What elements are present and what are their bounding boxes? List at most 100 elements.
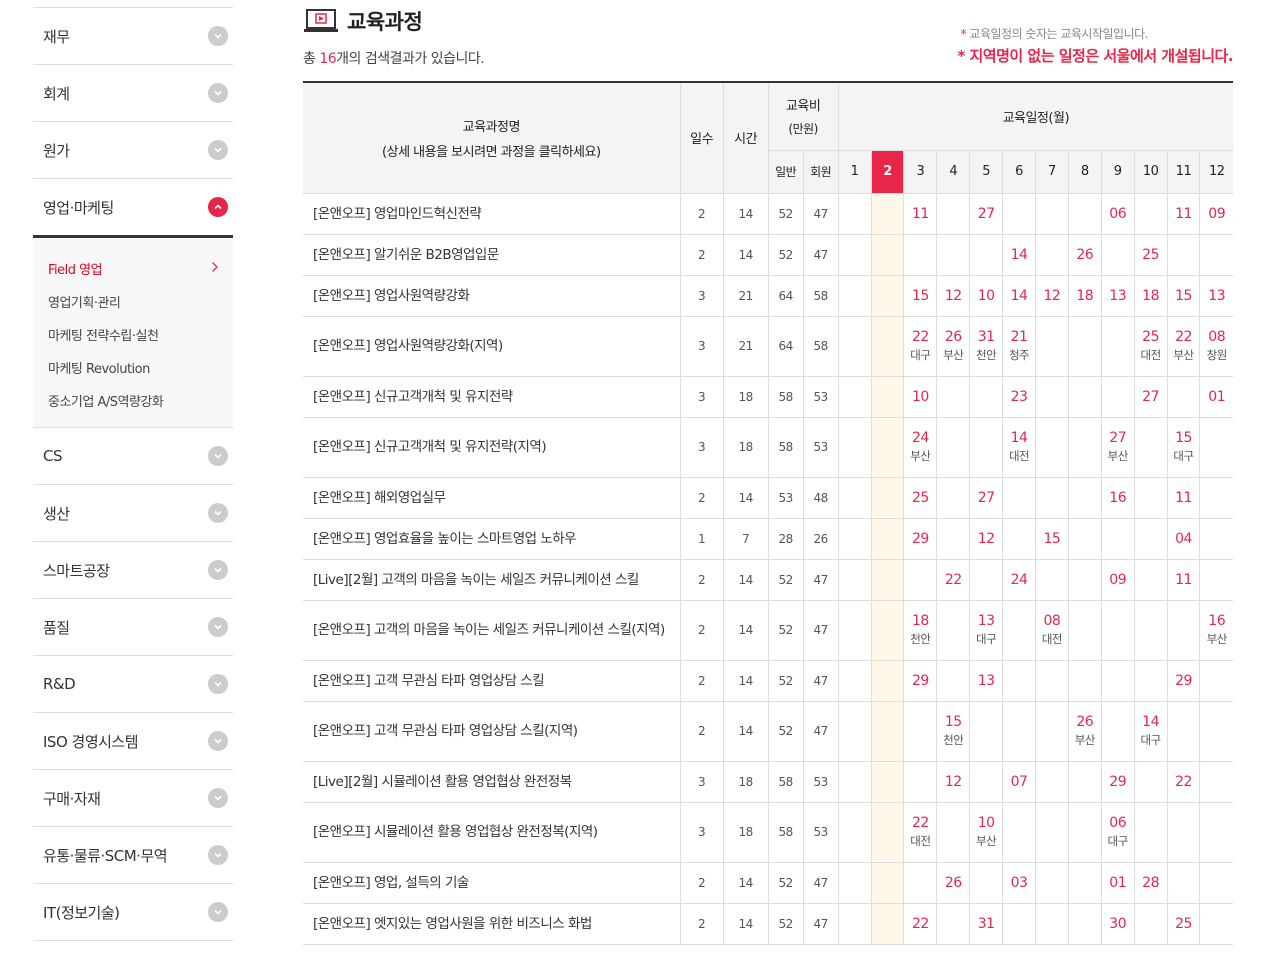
course-name-link[interactable]: [온앤오프] 고객의 마음을 녹이는 세일즈 커뮤니케이션 스킬(지역) <box>303 599 681 661</box>
schedule-cell <box>1133 902 1168 945</box>
schedule-cell <box>870 599 905 661</box>
schedule-day: 14 <box>1010 287 1028 304</box>
schedule-day: 25 <box>1142 246 1159 263</box>
cell-general: 53 <box>767 476 804 519</box>
sidebar-item[interactable]: 원가 <box>33 122 233 179</box>
schedule-cell <box>1002 517 1036 560</box>
sidebar-item[interactable]: 품질 <box>33 599 233 656</box>
schedule-cell <box>1067 517 1102 560</box>
course-name-link[interactable]: [온앤오프] 영업, 설득의 기술 <box>303 861 681 904</box>
cell-general: 52 <box>767 233 804 276</box>
schedule-cell: 04 <box>1166 517 1201 560</box>
submenu-item[interactable]: 영업기획·관리 <box>33 285 233 318</box>
chevron-down-icon[interactable] <box>208 845 228 865</box>
schedule-cell: 22 대전 <box>903 801 938 863</box>
schedule-day: 27 <box>1142 388 1159 405</box>
schedule-cell: 12 <box>936 274 971 317</box>
table-row: [온앤오프] 고객 무관심 타파 영업상담 스킬 2 14 52 47 29 13 29 <box>303 659 1233 702</box>
schedule-cell <box>1133 416 1168 478</box>
schedule-cell <box>1067 192 1102 235</box>
course-name-link[interactable]: [온앤오프] 영업사원역량강화(지역) <box>303 315 681 377</box>
schedule-cell: 22 <box>903 902 938 945</box>
schedule-cell <box>1034 233 1069 276</box>
result-count: 총 16개의 검색결과가 있습니다. <box>303 48 485 68</box>
sidebar-item[interactable]: 회계 <box>33 65 233 122</box>
schedule-day: 21 <box>1010 329 1028 345</box>
chevron-down-icon[interactable] <box>208 788 228 808</box>
submenu-item[interactable]: Field 영업 <box>33 252 233 285</box>
chevron-down-icon[interactable] <box>208 26 228 46</box>
sidebar-item[interactable]: 재무 <box>33 8 233 65</box>
course-name-link[interactable]: [온앤오프] 신규고객개척 및 유지전략 <box>303 375 681 418</box>
schedule-cell <box>903 861 938 904</box>
course-name-link[interactable]: [온앤오프] 해외영업실무 <box>303 476 681 519</box>
schedule-cell <box>1034 902 1069 945</box>
schedule-cell: 14 <box>1002 274 1036 317</box>
schedule-cell <box>870 315 905 377</box>
course-name-link[interactable]: [온앤오프] 시뮬레이션 활용 영업협상 완전정복(지역) <box>303 801 681 863</box>
course-name-link[interactable]: [온앤오프] 엣지있는 영업사원을 위한 비즈니스 화법 <box>303 902 681 945</box>
schedule-day: 18 <box>911 613 929 629</box>
cell-hours: 21 <box>722 274 769 317</box>
course-name-link[interactable]: [온앤오프] 고객 무관심 타파 영업상담 스킬(지역) <box>303 700 681 762</box>
sidebar-item[interactable]: CS <box>33 428 233 485</box>
schedule-day: 15 <box>944 714 962 730</box>
chevron-down-icon[interactable] <box>208 674 228 694</box>
sidebar-item[interactable]: 스마트공장 <box>33 542 233 599</box>
schedule-cell <box>1100 599 1135 661</box>
submenu-item[interactable]: 중소기업 A/S역량강화 <box>33 384 233 417</box>
count-number: 16 <box>319 51 337 67</box>
course-name-link[interactable]: [Live][2월] 고객의 마음을 녹이는 세일즈 커뮤니케이션 스킬 <box>303 558 681 601</box>
schedule-region: 대전 <box>1041 632 1063 646</box>
schedule-day: 22 <box>1175 329 1192 345</box>
schedule-cell <box>1034 375 1069 418</box>
schedule-day: 22 <box>911 815 929 831</box>
schedule-cell: 24 부산 <box>903 416 938 478</box>
schedule-cell <box>1133 760 1168 803</box>
schedule-day: 27 <box>977 489 995 506</box>
schedule-day: 14 <box>1142 714 1159 730</box>
schedule-cell <box>1002 902 1036 945</box>
chevron-down-icon[interactable] <box>208 446 228 466</box>
sidebar-item[interactable]: 영업·마케팅 <box>33 179 233 238</box>
sidebar-item[interactable]: R&D <box>33 656 233 713</box>
chevron-down-icon[interactable] <box>208 617 228 637</box>
chevron-down-icon[interactable] <box>208 902 228 922</box>
course-name-link[interactable]: [온앤오프] 영업효율을 높이는 스마트영업 노하우 <box>303 517 681 560</box>
course-name-link[interactable]: [온앤오프] 알기쉬운 B2B영업입문 <box>303 233 681 276</box>
course-table: 교육과정명 (상세 내용을 보시려면 과정을 클릭하세요) 일수 시간 교육비 (만… <box>303 81 1233 945</box>
sidebar-item[interactable]: ISO 경영시스템 <box>33 713 233 770</box>
course-name-link[interactable]: [온앤오프] 고객 무관심 타파 영업상담 스킬 <box>303 659 681 702</box>
schedule-region: 부산 <box>1107 449 1129 463</box>
schedule-cell <box>936 192 971 235</box>
schedule-cell: 10 <box>903 375 938 418</box>
chevron-down-icon[interactable] <box>208 560 228 580</box>
chevron-down-icon[interactable] <box>208 503 228 523</box>
col-days: 일수 <box>679 82 724 194</box>
schedule-day: 07 <box>1010 773 1028 790</box>
course-name-link[interactable]: [온앤오프] 영업마인드혁신전략 <box>303 192 681 235</box>
course-name-link[interactable]: [Live][2월] 시뮬레이션 활용 영업협상 완전정복 <box>303 760 681 803</box>
cell-hours: 14 <box>722 902 769 945</box>
chevron-down-icon[interactable] <box>208 140 228 160</box>
chevron-up-icon[interactable] <box>208 197 228 217</box>
submenu-item[interactable]: 마케팅 Revolution <box>33 351 233 384</box>
sidebar-item[interactable]: 구매·자재 <box>33 770 233 827</box>
cell-member: 53 <box>802 416 839 478</box>
chevron-down-icon[interactable] <box>208 731 228 751</box>
sidebar-item[interactable]: 유통·물류·SCM·무역 <box>33 827 233 884</box>
chevron-down-icon[interactable] <box>208 83 228 103</box>
schedule-day: 10 <box>911 388 929 405</box>
schedule-day: 26 <box>944 874 962 891</box>
cell-general: 58 <box>767 375 804 418</box>
course-name-link[interactable]: [온앤오프] 신규고객개척 및 유지전략(지역) <box>303 416 681 478</box>
sidebar-item[interactable]: 생산 <box>33 485 233 542</box>
schedule-region: 대전 <box>1140 348 1162 362</box>
schedule-cell <box>1133 476 1168 519</box>
cell-general: 52 <box>767 192 804 235</box>
course-name-link[interactable]: [온앤오프] 영업사원역량강화 <box>303 274 681 317</box>
schedule-cell: 13 <box>1199 274 1233 317</box>
submenu-item[interactable]: 마케팅 전략수립·실천 <box>33 318 233 351</box>
schedule-day: 13 <box>977 672 995 689</box>
sidebar-item[interactable]: IT(정보기술) <box>33 884 233 941</box>
